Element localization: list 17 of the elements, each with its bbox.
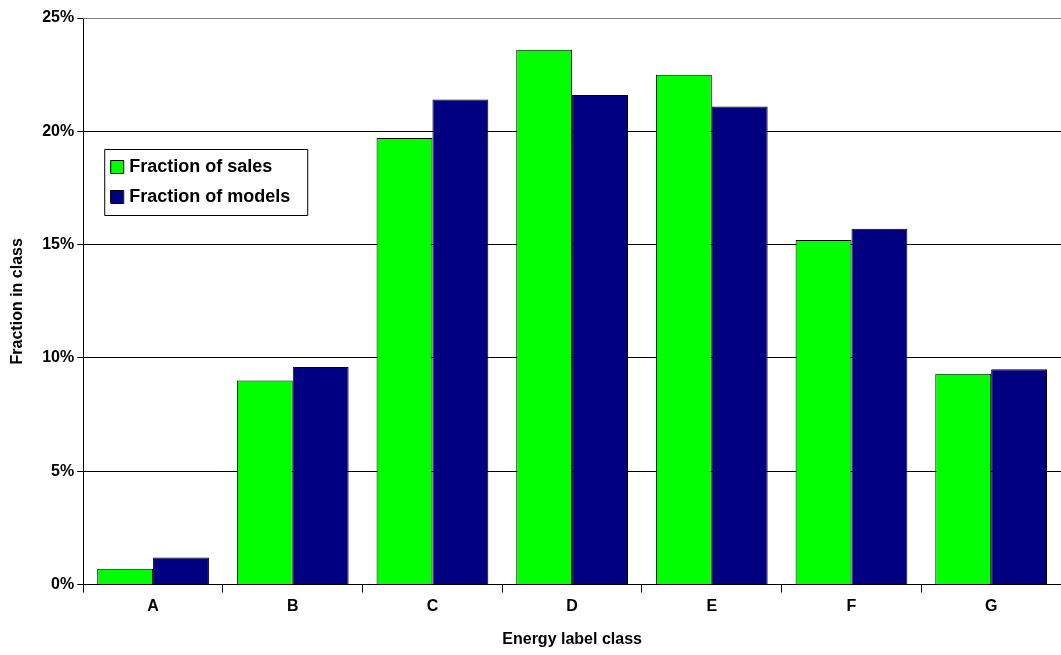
x-tick-label: F <box>846 596 857 614</box>
y-tick-label: 10% <box>42 348 75 366</box>
x-tick-label: D <box>566 596 578 614</box>
y-axis-title: Fraction in class <box>8 238 26 365</box>
x-tick-label: A <box>147 596 160 614</box>
y-tick-label: 20% <box>42 121 75 139</box>
legend-label: Fraction of sales <box>129 155 273 176</box>
y-tick-label: 5% <box>51 461 75 479</box>
x-tick-label: E <box>706 596 718 614</box>
x-axis-title: Energy label class <box>502 629 643 647</box>
y-tick-label: 25% <box>42 8 75 26</box>
x-tick-label: B <box>286 596 299 614</box>
x-tick-label: C <box>426 596 439 614</box>
y-tick-label: 0% <box>51 575 75 593</box>
x-tick-label: G <box>984 596 998 614</box>
y-tick-label: 15% <box>42 235 75 253</box>
legend-label: Fraction of models <box>129 185 291 206</box>
